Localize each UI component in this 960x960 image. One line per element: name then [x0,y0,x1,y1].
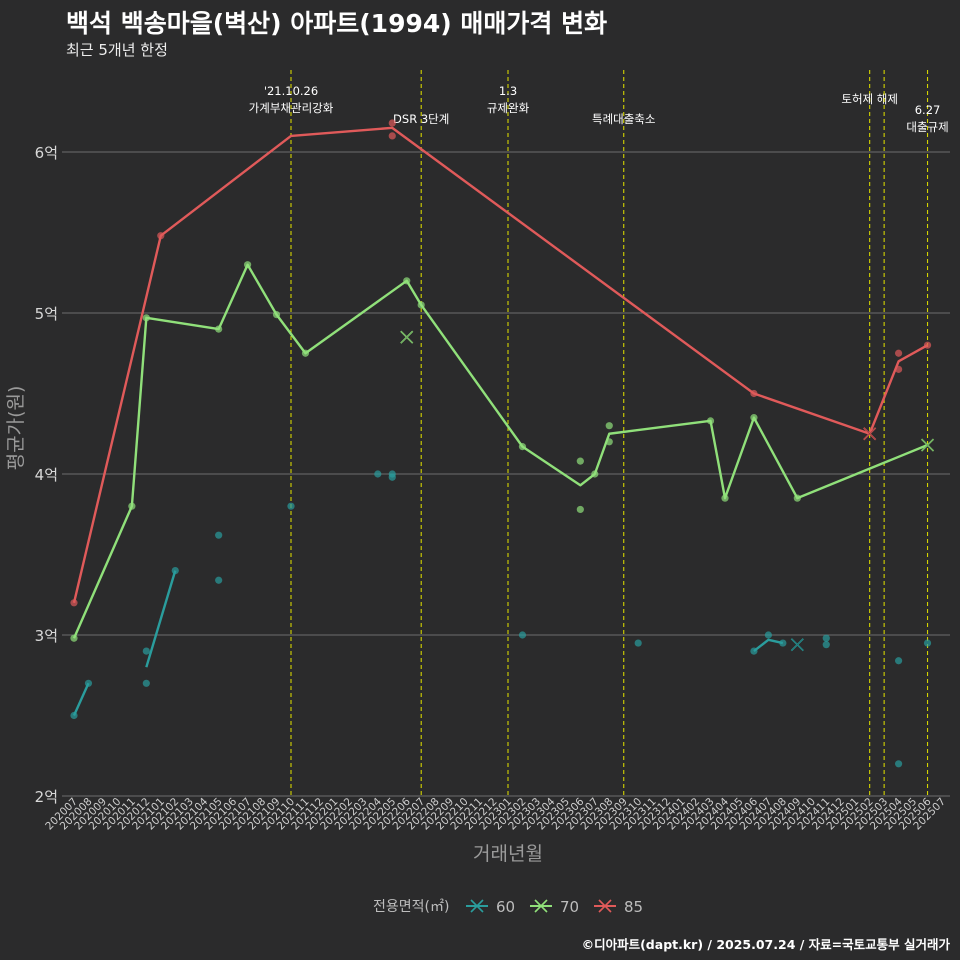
series-60-point [84,679,93,687]
series-70-point [721,494,729,502]
series-70-point [272,311,281,319]
series-85-point [388,119,396,127]
series-70-point [70,634,78,642]
series-70-point [605,438,613,446]
series-85-point [895,349,903,357]
series-60-cross-marker [790,638,804,652]
series-70-point [215,325,223,333]
series-60-point [634,639,642,647]
series-70-point [576,457,584,465]
legend-key-60-cross [470,899,484,913]
series-60-point [171,567,179,575]
series-70-point [518,443,527,451]
series-60-point [895,657,903,665]
series-70-point [576,505,584,514]
footer-credit: ©디아파트(dapt.kr) / 2025.07.24 / 자료=국토교통부 실… [581,937,950,952]
series-60-line [753,638,784,653]
series-60-point [764,631,773,639]
series-85-point [895,365,903,373]
series-70-point [142,314,150,322]
series-70-point [793,494,801,502]
grid-layer [62,151,950,797]
series-85-point [750,389,758,398]
axis-layer: 2억3억4억5억6억202007202008202009202010202011… [35,144,948,832]
series-70-cross-outline [400,330,413,344]
y-tick-label: 4억 [35,466,58,484]
series-60-point [779,639,787,647]
series-60-point [822,641,830,649]
policy-annotation: 특례대출축소 [592,112,655,126]
series-60-line [145,570,177,668]
series-60-point [895,760,903,768]
series-85-point [923,341,932,349]
series-60-point [750,647,758,655]
series-60-point [287,502,295,510]
series-70-point [128,502,136,510]
series-60-point [142,647,150,655]
legend-label-70: 70 [560,898,579,916]
policy-annotation: 6.27 [915,103,941,117]
policy-annotation: DSR 3단계 [393,112,449,126]
legend-title: 전용면적(㎡) [373,899,449,915]
series-60-point [70,711,78,720]
policy-annotation: 1.3 [499,84,517,98]
policy-annotation: 가계부채관리강화 [249,101,334,115]
legend-key-85-cross [598,899,612,913]
y-tick-label: 2억 [35,788,58,806]
legend-label-85: 85 [624,898,643,916]
series-85-point [157,232,165,240]
series-70-point [301,349,310,357]
y-tick-label: 5억 [35,305,58,323]
x-axis-label: 거래년월 [473,843,543,865]
series-layer [70,119,935,768]
series-70-point [403,277,411,285]
series-60-point [215,531,223,539]
series-60-point [215,576,223,584]
series-70-point [417,301,425,309]
y-tick-label: 3억 [35,627,58,645]
series-60-line [72,682,90,716]
series-70-cross-marker [400,330,414,344]
policy-annotation: '21.10.26 [264,84,318,98]
legend-label-60: 60 [496,898,515,916]
y-tick-label: 6억 [35,144,58,162]
policy-annotation: 대출규제 [906,120,948,134]
series-70-point [591,470,599,478]
series-70-point [244,261,252,269]
series-60-point [518,631,527,639]
series-85-line [72,126,929,604]
series-60-point [923,639,932,647]
series-85-point [388,132,396,140]
series-60-cross-outline [791,638,804,651]
series-60-point [388,473,396,481]
series-70-point [750,414,758,422]
series-85-cross-marker [863,427,877,441]
series-85-point [70,599,78,607]
policy-annotation: 규제완화 [487,101,530,115]
series-60-point [142,679,150,687]
chart-title: 백석 백송마을(벽산) 아파트(1994) 매매가격 변화 [66,9,608,38]
legend: 전용면적(㎡) 60 70 85 [373,898,643,916]
series-85-cross-outline [863,427,876,440]
series-70-cross-marker [920,438,935,452]
series-60-point [374,470,382,478]
policy-annotation: 토허제 해제 [841,92,898,106]
chart-subtitle: 최근 5개년 한정 [66,41,168,59]
y-axis-label: 평균가(원) [5,386,27,471]
series-70-line [72,263,928,639]
series-60-point [822,634,830,642]
series-70-point [706,417,715,425]
series-70-point [605,422,613,430]
legend-key-70-cross [534,899,548,913]
series-70-cross-outline [921,438,934,452]
